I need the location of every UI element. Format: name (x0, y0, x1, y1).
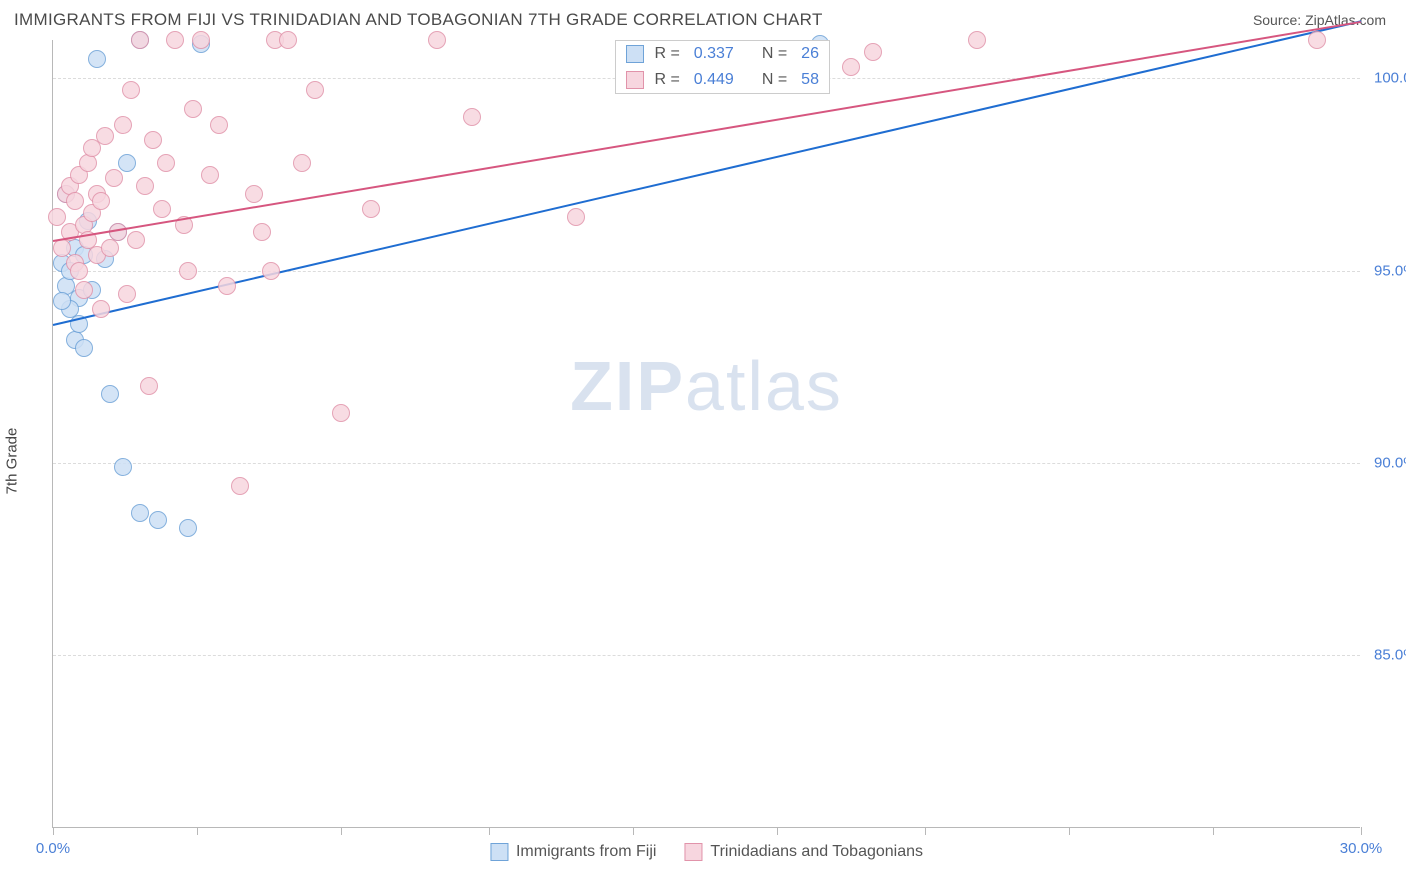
legend-item: Immigrants from Fiji (490, 843, 656, 861)
stat-r-value: 0.337 (694, 45, 734, 63)
data-point (101, 385, 119, 403)
y-tick-label: 95.0% (1362, 262, 1406, 279)
data-point (118, 285, 136, 303)
stats-legend: R = 0.337 N = 26 R = 0.449 N = 58 (615, 40, 830, 94)
data-point (131, 31, 149, 49)
data-point (567, 208, 585, 226)
stat-r-label: R = (654, 45, 679, 63)
stats-row: R = 0.449 N = 58 (616, 67, 829, 93)
data-point (157, 154, 175, 172)
chart-title: IMMIGRANTS FROM FIJI VS TRINIDADIAN AND … (14, 10, 823, 30)
data-point (179, 519, 197, 537)
legend-item: Trinidadians and Tobagonians (684, 843, 923, 861)
data-point (245, 185, 263, 203)
y-tick-label: 85.0% (1362, 647, 1406, 664)
data-point (66, 192, 84, 210)
legend-swatch (490, 843, 508, 861)
data-point (53, 292, 71, 310)
data-point (231, 477, 249, 495)
data-point (184, 100, 202, 118)
data-point (79, 154, 97, 172)
stat-n-label: N = (762, 45, 787, 63)
watermark: ZIPatlas (570, 346, 843, 426)
data-point (101, 239, 119, 257)
data-point (201, 166, 219, 184)
data-point (118, 154, 136, 172)
x-tick (925, 827, 926, 835)
stat-n-value: 58 (801, 71, 819, 89)
header: IMMIGRANTS FROM FIJI VS TRINIDADIAN AND … (0, 0, 1406, 38)
y-tick-label: 100.0% (1362, 70, 1406, 87)
data-point (92, 192, 110, 210)
stat-r-label: R = (654, 71, 679, 89)
data-point (153, 200, 171, 218)
legend-label: Trinidadians and Tobagonians (710, 843, 923, 861)
data-point (88, 50, 106, 68)
x-tick (777, 827, 778, 835)
data-point (75, 339, 93, 357)
data-point (210, 116, 228, 134)
y-axis-label: 7th Grade (4, 428, 21, 495)
data-point (144, 131, 162, 149)
x-tick (1213, 827, 1214, 835)
data-point (332, 404, 350, 422)
data-point (166, 31, 184, 49)
data-point (75, 281, 93, 299)
chart-container: 7th Grade ZIPatlas 85.0%90.0%95.0%100.0%… (0, 38, 1406, 884)
bottom-legend: Immigrants from Fiji Trinidadians and Tob… (490, 843, 923, 861)
legend-swatch (626, 45, 644, 63)
x-tick (1069, 827, 1070, 835)
data-point (114, 116, 132, 134)
x-tick (53, 827, 54, 835)
data-point (306, 81, 324, 99)
legend-swatch (626, 71, 644, 89)
y-tick-label: 90.0% (1362, 454, 1406, 471)
data-point (842, 58, 860, 76)
data-point (114, 458, 132, 476)
gridline (53, 655, 1360, 656)
data-point (428, 31, 446, 49)
data-point (864, 43, 882, 61)
x-tick-label: 0.0% (36, 840, 70, 857)
x-tick (489, 827, 490, 835)
data-point (1308, 31, 1326, 49)
data-point (218, 277, 236, 295)
data-point (968, 31, 986, 49)
data-point (362, 200, 380, 218)
data-point (109, 223, 127, 241)
source-label: Source: ZipAtlas.com (1253, 12, 1386, 28)
data-point (279, 31, 297, 49)
data-point (105, 169, 123, 187)
data-point (48, 208, 66, 226)
x-tick (633, 827, 634, 835)
data-point (140, 377, 158, 395)
data-point (92, 300, 110, 318)
stat-n-value: 26 (801, 45, 819, 63)
data-point (136, 177, 154, 195)
x-tick (1361, 827, 1362, 835)
data-point (179, 262, 197, 280)
x-tick (197, 827, 198, 835)
data-point (253, 223, 271, 241)
x-tick-label: 30.0% (1340, 840, 1383, 857)
data-point (463, 108, 481, 126)
plot-area: ZIPatlas 85.0%90.0%95.0%100.0%0.0%30.0%R… (52, 40, 1360, 828)
data-point (293, 154, 311, 172)
legend-swatch (684, 843, 702, 861)
stat-r-value: 0.449 (694, 71, 734, 89)
data-point (96, 127, 114, 145)
stat-n-label: N = (762, 71, 787, 89)
data-point (122, 81, 140, 99)
x-tick (341, 827, 342, 835)
data-point (262, 262, 280, 280)
data-point (131, 504, 149, 522)
data-point (149, 511, 167, 529)
data-point (70, 262, 88, 280)
gridline (53, 271, 1360, 272)
legend-label: Immigrants from Fiji (516, 843, 656, 861)
stats-row: R = 0.337 N = 26 (616, 41, 829, 67)
data-point (192, 31, 210, 49)
data-point (127, 231, 145, 249)
gridline (53, 463, 1360, 464)
